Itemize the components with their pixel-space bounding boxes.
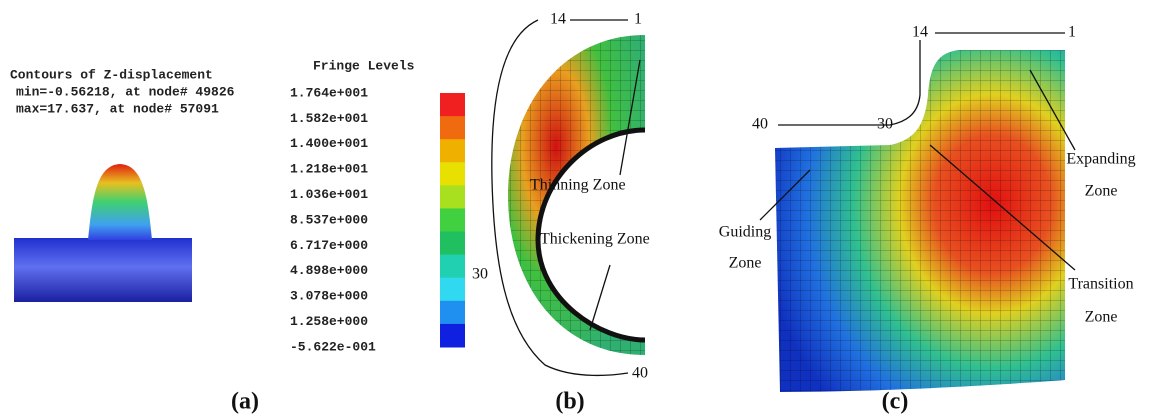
fringe-level: 1.582e+001 <box>290 111 368 126</box>
figure: Contours of Z-displacement min=-0.56218,… <box>0 0 1149 419</box>
fringe-level: 4.898e+000 <box>290 263 368 278</box>
color-swatch <box>440 185 465 209</box>
color-swatch <box>440 93 465 117</box>
contour-min: min=-0.56218, at node# 49826 <box>16 84 235 99</box>
fringe-level: 1.218e+001 <box>290 162 368 177</box>
caption: (c) <box>882 389 909 415</box>
fringe-legend: Fringe Levels 1.764e+001 1.582e+001 1.400e… <box>290 58 465 354</box>
fringe-level: 3.078e+000 <box>290 289 368 304</box>
label: 40 <box>752 116 768 133</box>
color-swatch <box>440 278 465 302</box>
fringe-title: Fringe Levels <box>313 58 415 73</box>
contour-max: max=17.637, at node# 57091 <box>16 101 219 116</box>
color-swatch <box>440 324 465 348</box>
dimension-line <box>778 40 920 125</box>
color-swatch <box>440 232 465 256</box>
panel-c: 14 1 40 30 Expanding Zone Guiding Zone T… <box>719 24 1136 415</box>
fringe-level: -5.622e-001 <box>290 339 376 354</box>
color-swatch <box>440 208 465 232</box>
label: 1 <box>634 11 642 28</box>
label: 14 <box>550 11 566 28</box>
caption: (b) <box>555 389 584 415</box>
fringe-level: 1.764e+001 <box>290 85 368 100</box>
fringe-level: 1.036e+001 <box>290 187 368 202</box>
leader <box>590 265 610 330</box>
zone-label: Guiding <box>719 224 771 241</box>
label: 14 <box>912 24 928 41</box>
label: 30 <box>877 116 893 133</box>
color-swatch <box>440 116 465 140</box>
fringe-level: 1.400e+001 <box>290 136 368 151</box>
fringe-level: 6.717e+000 <box>290 238 368 253</box>
zone-label: Expanding <box>1066 151 1135 168</box>
color-swatch <box>440 255 465 279</box>
label: 40 <box>632 365 648 382</box>
fringe-level: 8.537e+000 <box>290 212 368 227</box>
zone-label: Zone <box>1085 309 1118 326</box>
caption: (a) <box>231 389 259 415</box>
branch <box>88 164 152 240</box>
color-swatch <box>440 301 465 325</box>
pipe <box>14 238 192 302</box>
color-swatch <box>440 162 465 186</box>
zone-label: Transition <box>1068 276 1133 293</box>
zone-label: Zone <box>1085 183 1118 200</box>
zone-label: Thickening Zone <box>540 231 650 248</box>
fringe-level: 1.258e+000 <box>290 314 368 329</box>
label: 30 <box>472 266 488 283</box>
panel-b: 14 1 30 40 Thinning Zone Thickening Zone… <box>472 11 650 415</box>
mesh <box>775 50 1065 392</box>
zone-label: Thinning Zone <box>530 177 626 194</box>
mesh <box>508 35 645 355</box>
color-swatch <box>440 139 465 163</box>
label: 1 <box>1068 24 1076 41</box>
contour-title: Contours of Z-displacement <box>10 67 213 82</box>
zone-label: Zone <box>729 255 762 272</box>
panel-a: Contours of Z-displacement min=-0.56218,… <box>10 67 259 414</box>
